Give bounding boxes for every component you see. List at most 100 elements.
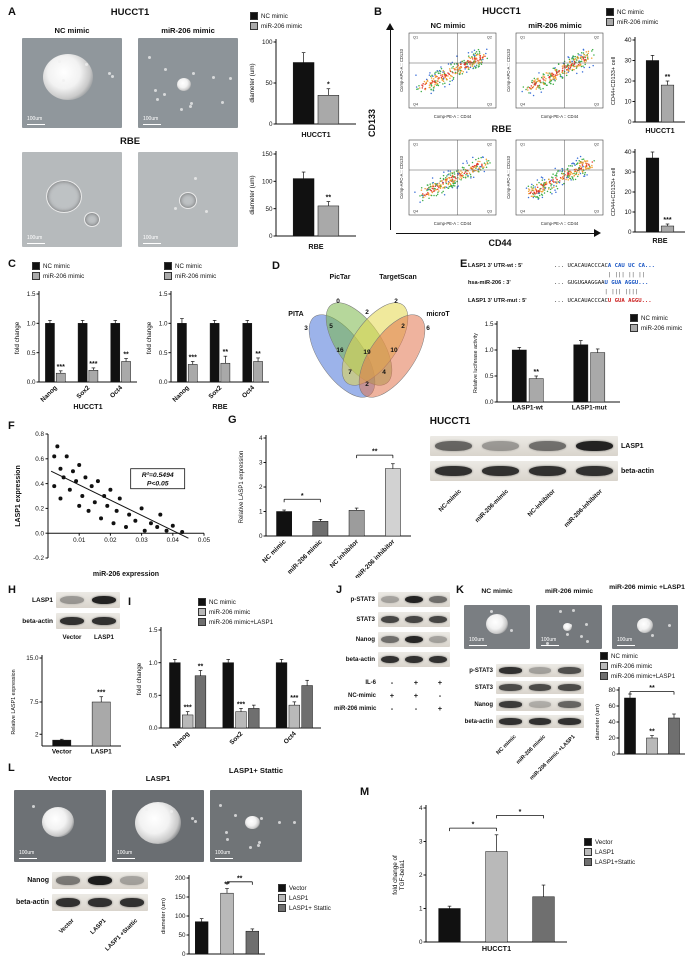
legend-swatch (250, 22, 258, 30)
panel-a-diameter-chart-hucct1: 0 50 100 diameter (um) * HUCCT1 (246, 28, 361, 140)
bar-chart-svg: 0 50 100 diameter (um) * HUCCT1 (249, 39, 356, 139)
svg-text:**: ** (255, 351, 261, 358)
cell-debris (667, 624, 671, 628)
panel-letter-h: H (8, 584, 16, 596)
svg-text:P<0.05: P<0.05 (147, 481, 169, 488)
svg-text:Comp-PE-A :: CD44: Comp-PE-A :: CD44 (434, 114, 472, 119)
legend-item: miR-206 mimic+LASP1 (600, 672, 675, 680)
cell-debris (509, 629, 513, 633)
cell-debris (57, 60, 61, 64)
blot-lanes (378, 612, 450, 627)
panel-c-chart-rbe: 0.0 0.5 1.0 1.5 fold change *** ** ** Nanog Sox2 O… (144, 284, 274, 412)
data-point (127, 512, 132, 517)
condition-symbol: - (390, 678, 394, 687)
blot-row: p-STAT3 (342, 592, 450, 607)
cd44-axis-line (396, 233, 596, 234)
blot-lane (555, 715, 584, 728)
svg-text:**: ** (224, 882, 230, 889)
svg-text:0: 0 (628, 119, 632, 126)
data-point (74, 479, 79, 484)
sequence-highlight: | ||| || || (607, 271, 645, 278)
data-point (58, 496, 63, 501)
panel-k-img2-label: miR-206 mimic (545, 588, 593, 595)
svg-text:3: 3 (259, 460, 263, 467)
legend-item: miR-206 mimic+LASP1 (198, 618, 273, 626)
data-point (67, 487, 72, 492)
blot-lane (430, 461, 477, 481)
cell-dots (521, 48, 595, 97)
legend-label: LASP1+Stattic (595, 858, 636, 866)
cell-debris (170, 809, 174, 813)
svg-text:50: 50 (265, 206, 273, 213)
cell-debris (293, 820, 297, 824)
data-point (80, 494, 85, 498)
svg-text:30: 30 (624, 169, 632, 176)
treatment-condition-matrix: IL-6 - + + NC-mimic + + - miR-206 mimic - - + (334, 676, 452, 715)
data-point (92, 500, 97, 505)
organoid (46, 179, 82, 213)
cell-debris (108, 72, 112, 76)
data-point (89, 484, 94, 489)
svg-text:3: 3 (304, 325, 308, 332)
blot-lanes (430, 461, 618, 481)
bar-chart-svg: 0 50 100 150 200 diameter (um) ** ** (161, 875, 265, 958)
flow-plot-hucct1-nc: Q1 Q2 Q3 Q4 Comp-PE-A :: CD44 Comp-APC-A :: C… (398, 31, 498, 121)
panel-a-legend: NC mimic miR-206 mimic (250, 12, 302, 30)
bar (573, 344, 589, 403)
bar (91, 701, 111, 747)
data-point (170, 523, 175, 528)
sequence-alignment: LASP1 3' UTR-wt : 5'... UCACAUACCCAC A CA… (468, 262, 690, 305)
condition-cells: - - + (380, 704, 452, 713)
svg-text:Sox2: Sox2 (75, 384, 91, 400)
svg-text:LASP1 expression: LASP1 expression (15, 465, 22, 526)
svg-text:Q2: Q2 (487, 36, 492, 40)
legend-swatch (198, 598, 206, 606)
data-point (148, 521, 153, 526)
svg-text:6: 6 (426, 325, 430, 332)
data-point (55, 444, 60, 449)
blot-lane (116, 872, 148, 889)
blot-row: beta-actin (342, 652, 450, 667)
legend-swatch (278, 894, 286, 902)
bar (182, 714, 194, 729)
panel-c-chart-hucct1: 0.0 0.5 1.0 1.5 fold change *** *** ** Nanog Sox2… (12, 284, 142, 412)
legend-label: miR-206 mimic (43, 272, 85, 280)
bar (317, 95, 340, 125)
blot-lane (378, 632, 402, 647)
western-blot-k: p-STAT3 STAT3 Nanog beta-actin NC mimic miR-2… (462, 664, 584, 782)
panel-m-legend: Vector LASP1 LASP1+Stattic (584, 838, 635, 866)
bar (532, 896, 555, 943)
bar (195, 921, 209, 955)
panel-letter-k: K (456, 584, 464, 596)
cell-debris (646, 622, 650, 626)
blot-row: LASP1 (430, 436, 668, 456)
cell-debris (61, 79, 65, 83)
legend-item: NC mimic (606, 8, 658, 16)
protein-band (499, 684, 523, 691)
protein-band (528, 718, 552, 725)
cell-debris (256, 843, 260, 847)
trend-line (50, 470, 189, 539)
svg-text:2: 2 (394, 298, 398, 305)
blot-lane (524, 461, 571, 481)
svg-text:1.5: 1.5 (149, 627, 158, 634)
panel-letter-a: A (8, 6, 16, 18)
legend-label: LASP1 (595, 848, 615, 856)
blot-lanes (496, 681, 584, 694)
bar (288, 704, 300, 729)
legend-swatch (278, 904, 286, 912)
svg-text:2: 2 (35, 731, 39, 738)
scatter-svg: -0.2 0.0 0.2 0.4 0.6 0.8 0.01 0.02 0.03 0.04 0.05 R… (15, 431, 211, 578)
svg-text:***: *** (89, 361, 97, 368)
bar-chart-svg: 0 20 40 60 80 diameter (um) ** ** (595, 685, 685, 758)
svg-text:RBE: RBE (212, 402, 227, 411)
cell-debris (190, 102, 194, 106)
blot-lane (56, 613, 88, 629)
cell-debris (110, 75, 114, 79)
svg-text:diameter (um): diameter (um) (249, 63, 256, 102)
scale-bar: 100um (617, 637, 635, 646)
venn-svg: PITA PicTar TargetScan microT 3 0 2 6 2 5 2 16 19 10 7… (288, 274, 450, 398)
panel-l-microscopy-lasp1-stattic: 100um (210, 790, 302, 862)
legend-item: LASP1+ Stattic (278, 904, 331, 912)
